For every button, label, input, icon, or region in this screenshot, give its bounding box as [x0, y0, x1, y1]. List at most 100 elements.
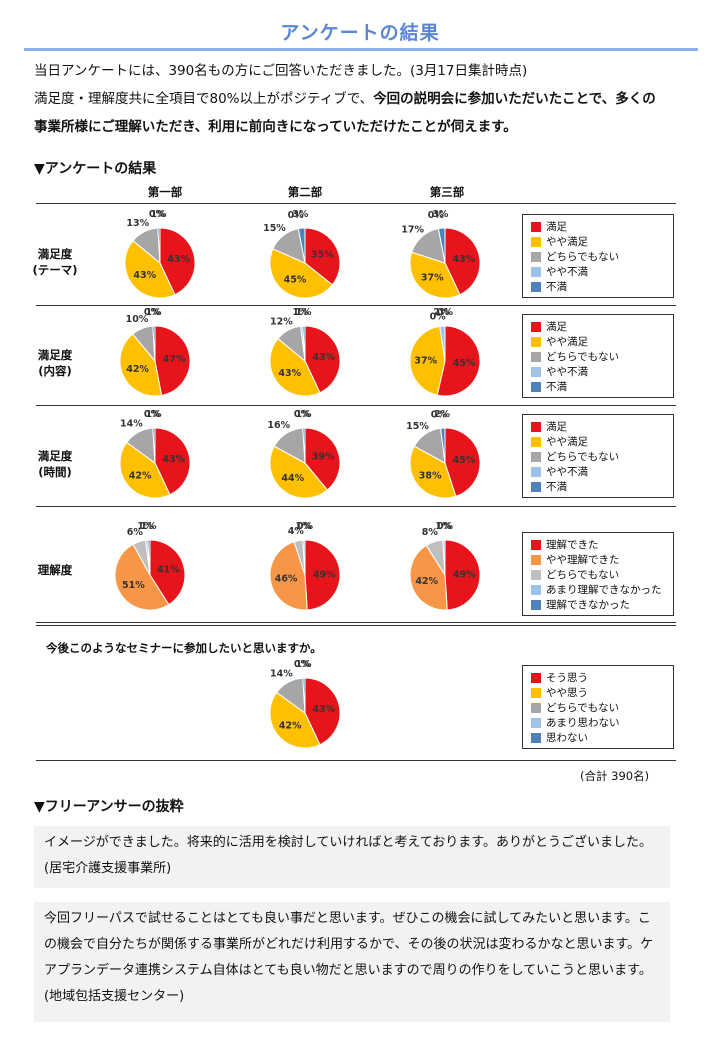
- pie-data-label: 1%: [140, 521, 157, 532]
- pie-slice: [154, 325, 191, 396]
- pie-theme-part2: 35% 45% 15%0%3%: [263, 209, 341, 299]
- pie-data-label: 0%: [430, 312, 447, 323]
- legend-label: 思わない: [546, 732, 588, 744]
- pie-content-part1: 47% 42% 10%0%1%: [119, 307, 191, 397]
- pie-data-label: 0%: [437, 521, 454, 532]
- pie-data-label: 1%: [435, 521, 452, 532]
- pie-data-label: 43%: [312, 352, 335, 363]
- legend-item: 満足: [531, 219, 673, 234]
- pie-data-label: 0%: [431, 409, 448, 420]
- pie-data-label: 46%: [275, 574, 298, 585]
- pie-data-label: 0%: [288, 210, 305, 221]
- pie-future-attendance: 43% 42% 14%0%1%: [269, 659, 341, 749]
- legend-swatch: [531, 481, 541, 492]
- legend-label: どちらでもない: [546, 702, 620, 714]
- page-title: アンケートの結果: [280, 22, 440, 44]
- legend-swatch: [531, 236, 541, 247]
- pie-theme-part3: 43% 37% 17% 0%3%: [401, 209, 481, 299]
- column-head-2: 第二部: [287, 185, 323, 199]
- legend-item: どちらでもない: [531, 567, 673, 582]
- legend-item: 満足: [531, 319, 673, 334]
- free-answer-heading: ▼フリーアンサーの抜粋: [34, 799, 184, 815]
- pie-slice: [157, 227, 161, 264]
- pie-theme-part1: 43% 43% 13%0%1%: [124, 209, 196, 299]
- legend-label: あまり思わない: [546, 717, 620, 729]
- row-label-time: 満足度 (時間): [37, 449, 73, 479]
- intro-line-2-bold: 今回の説明会に参加いただいたことで、多くの: [373, 91, 656, 107]
- pie-data-label: 47%: [163, 354, 186, 365]
- legend-label: 不満: [546, 481, 567, 493]
- intro-line-3-bold: 事業所様にご理解いただき、利用に前向きになっていただけたことが伺えます。: [34, 119, 517, 135]
- pie-data-label: 2%: [433, 307, 450, 318]
- pie-slice: [442, 539, 446, 576]
- pie-data-label: 38%: [419, 470, 442, 481]
- pie-slice: [304, 227, 341, 286]
- legend-swatch: [531, 266, 541, 277]
- legend-swatch: [531, 351, 541, 362]
- legend-future: そう思う やや思う どちらでもない あまり思わない 思わない: [522, 665, 674, 749]
- pie-data-label: 43%: [167, 254, 190, 265]
- pie-data-label: 37%: [421, 272, 444, 283]
- row-rule: [36, 203, 676, 204]
- pie-data-label: 0%: [297, 521, 314, 532]
- pie-slice: [269, 445, 329, 499]
- pie-data-label: 42%: [415, 576, 438, 587]
- pie-data-label: 1%: [295, 307, 312, 318]
- legend-swatch: [531, 336, 541, 347]
- legend-item: やや満足: [531, 334, 673, 349]
- row-label-theme: 満足度 (テーマ): [32, 247, 78, 277]
- legend-label: 理解できた: [546, 539, 599, 551]
- intro-line-3: 事業所様にご理解いただき、利用に前向きになっていただけたことが伺えます。: [34, 118, 694, 136]
- pie-data-label: 17%: [401, 224, 424, 235]
- pie-data-label: 2%: [434, 409, 451, 420]
- pie-slice: [409, 544, 448, 611]
- pie-data-label: 6%: [127, 527, 144, 538]
- pie-slice: [409, 251, 461, 299]
- legend-swatch: [531, 381, 541, 392]
- legend-label: どちらでもない: [546, 451, 620, 463]
- legend-label: あまり理解できなかった: [546, 584, 662, 596]
- legend-item: やや不満: [531, 264, 673, 279]
- intro-line-2-plain: 満足度・理解度共に全項目で80%以上がポジティブで、: [34, 91, 374, 107]
- legend-swatch: [531, 717, 541, 728]
- pie-content-part2: 43%43%12%1%1%: [269, 307, 341, 397]
- pie-data-label: 45%: [453, 455, 476, 466]
- pie-slice: [302, 325, 306, 362]
- legend-label: やや満足: [546, 436, 588, 448]
- pie-data-label: 1%: [295, 409, 312, 420]
- pie-data-label: 39%: [312, 451, 335, 462]
- pie-data-label: 42%: [126, 364, 149, 375]
- pie-understanding-part1: 41%51%6%1%1%: [114, 521, 186, 611]
- pie-slice: [409, 445, 457, 499]
- legend-label: 満足: [546, 321, 567, 333]
- pie-data-label: 1%: [295, 659, 312, 670]
- pie-time-part2: 39% 44% 16% 0%1%: [267, 409, 341, 499]
- legend-label: どちらでもない: [546, 569, 620, 581]
- legend-satisfaction-2: 満足 やや満足 どちらでもない やや不満 不満: [522, 314, 674, 398]
- legend-item: 不満: [531, 279, 673, 294]
- pie-slice: [304, 677, 341, 746]
- pie-understanding-part3: 49% 42% 8%1%0%: [409, 521, 481, 611]
- pie-data-label: 41%: [157, 565, 180, 576]
- pie-slice: [154, 427, 191, 496]
- legend-swatch: [531, 554, 541, 565]
- pie-data-label: 1%: [137, 521, 154, 532]
- pie-data-label: 1%: [295, 521, 312, 532]
- legend-item: やや満足: [531, 234, 673, 249]
- pie-data-label: 1%: [145, 307, 162, 318]
- pie-data-label: 12%: [270, 317, 293, 328]
- pie-data-label: 1%: [145, 409, 162, 420]
- legend-item: やや不満: [531, 364, 673, 379]
- pie-data-label: 15%: [263, 223, 286, 234]
- legend-swatch: [531, 321, 541, 332]
- legend-item: 不満: [531, 479, 673, 494]
- pie-slice: [436, 325, 481, 397]
- pie-data-label: 8%: [422, 527, 439, 538]
- pie-data-label: 4%: [288, 526, 305, 537]
- legend-item: 満足: [531, 419, 673, 434]
- pie-data-label: 14%: [270, 669, 293, 680]
- legend-swatch: [531, 569, 541, 580]
- pie-data-label: 45%: [284, 274, 307, 285]
- legend-label: どちらでもない: [546, 351, 620, 363]
- legend-swatch: [531, 436, 541, 447]
